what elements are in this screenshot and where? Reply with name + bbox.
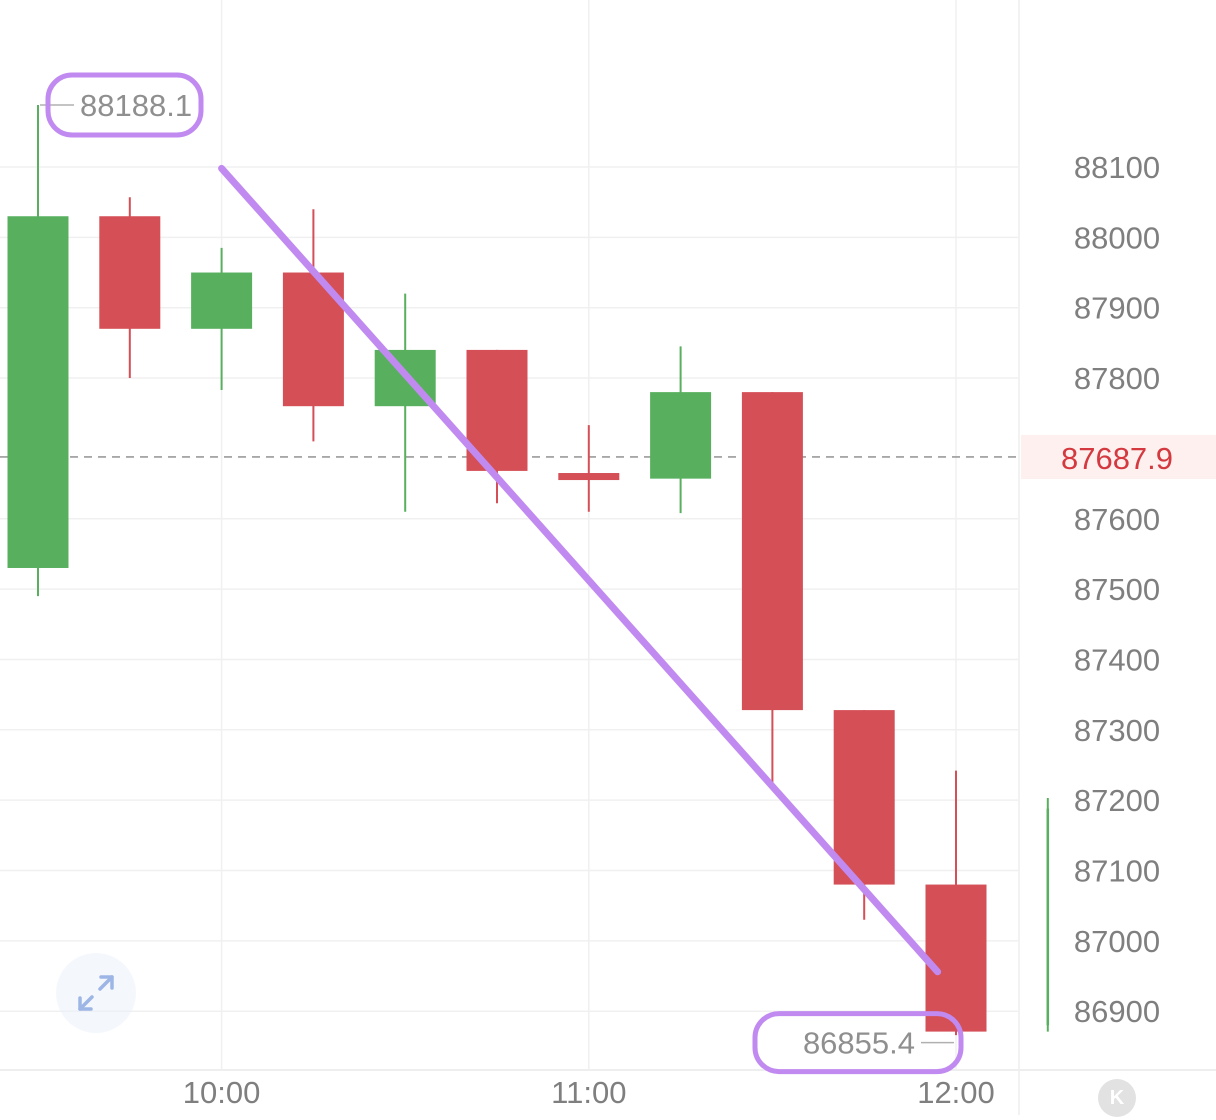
current-price-label-bg (1021, 434, 1216, 479)
candle-body (191, 272, 253, 329)
y-tick-label: 87500 (1074, 572, 1160, 607)
candle (1046, 798, 1050, 1032)
y-tick-label: 87600 (1074, 502, 1160, 537)
candle-body (741, 392, 803, 711)
k-logo-icon: K (1109, 1086, 1125, 1109)
high-price-label: 88188.1 (80, 88, 192, 123)
candle (925, 770, 987, 1036)
candle-body (558, 473, 620, 481)
expand-chart-button[interactable] (56, 953, 136, 1033)
y-tick-label: 87000 (1074, 924, 1160, 959)
current-price-label: 87687.9 (1061, 441, 1173, 476)
y-tick-label: 87400 (1074, 642, 1160, 677)
y-tick-label: 88000 (1074, 220, 1160, 255)
y-tick-label: 87800 (1074, 361, 1160, 396)
candle-body (7, 216, 69, 568)
high-price-highlight-circle (45, 72, 204, 138)
candle-body (1046, 808, 1050, 1026)
candle (650, 346, 712, 514)
candle (191, 247, 253, 391)
x-tick-label: 12:00 (917, 1075, 995, 1110)
expand-arrows-icon (78, 975, 114, 1011)
candle (833, 710, 895, 920)
candle (7, 105, 69, 597)
x-tick-label: 10:00 (183, 1075, 261, 1110)
candle-body (925, 884, 987, 1032)
x-tick-label: 11:00 (551, 1075, 626, 1110)
candle (558, 425, 620, 512)
y-tick-label: 87100 (1074, 854, 1160, 889)
low-price-highlight-circle (752, 1011, 964, 1075)
y-tick-label: 87300 (1074, 713, 1160, 748)
downtrend-annotation-line (218, 164, 942, 976)
candle (741, 392, 803, 787)
y-tick-label: 86900 (1074, 994, 1160, 1029)
y-tick-label: 87900 (1074, 291, 1160, 326)
candle-body (99, 216, 161, 329)
kline-toggle-button[interactable]: K (1098, 1079, 1136, 1117)
candle-body (833, 710, 895, 885)
y-tick-label: 87200 (1074, 783, 1160, 818)
candle-body (650, 392, 712, 479)
candle (99, 197, 161, 379)
y-tick-label: 88100 (1074, 150, 1160, 185)
low-price-label: 86855.4 (803, 1026, 915, 1061)
